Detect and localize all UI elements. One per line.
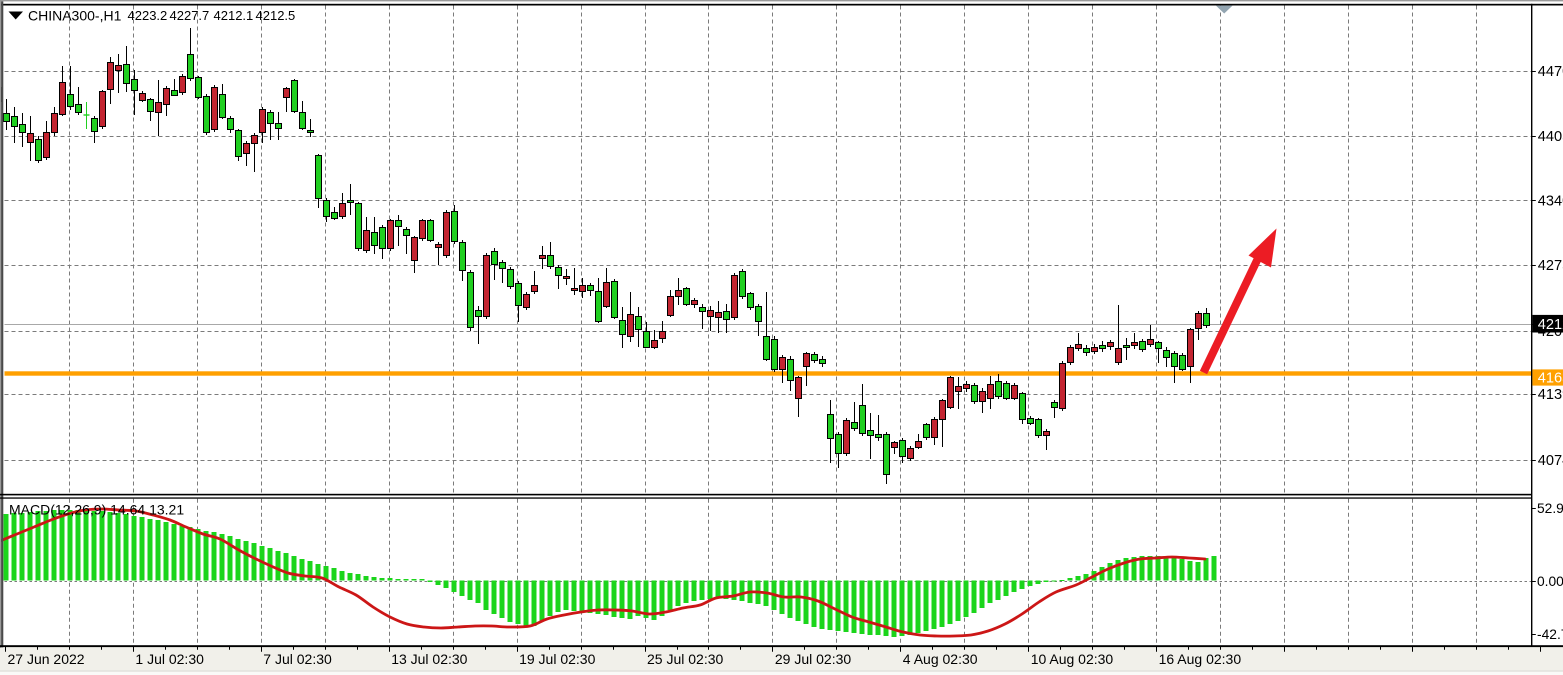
svg-text:4212.5: 4212.5	[256, 8, 296, 23]
svg-text:25 Jul 02:30: 25 Jul 02:30	[647, 651, 723, 667]
svg-text:4212.1: 4212.1	[214, 8, 254, 23]
svg-text:13 Jul 02:30: 13 Jul 02:30	[391, 651, 467, 667]
svg-text:52.9: 52.9	[1537, 501, 1563, 516]
svg-text:27 Jun 2022: 27 Jun 2022	[8, 651, 85, 667]
svg-text:4163.0: 4163.0	[1538, 371, 1563, 387]
svg-text:MACD(12,26,9) 14.64 13.21: MACD(12,26,9) 14.64 13.21	[9, 502, 184, 518]
svg-text:29 Jul 02:30: 29 Jul 02:30	[775, 651, 851, 667]
svg-text:4405.0: 4405.0	[1538, 129, 1563, 145]
svg-text:4470.0: 4470.0	[1538, 64, 1563, 80]
svg-text:4227.7: 4227.7	[170, 8, 210, 23]
svg-text:CHINA300-,H1: CHINA300-,H1	[28, 8, 122, 24]
svg-text:4223.2: 4223.2	[128, 8, 168, 23]
svg-text:19 Jul 02:30: 19 Jul 02:30	[519, 651, 595, 667]
svg-text:16 Aug 02:30: 16 Aug 02:30	[1159, 651, 1242, 667]
svg-text:0.00: 0.00	[1537, 574, 1563, 589]
svg-text:-42.7: -42.7	[1537, 627, 1563, 642]
svg-text:4 Aug 02:30: 4 Aug 02:30	[903, 651, 978, 667]
svg-text:7 Jul 02:30: 7 Jul 02:30	[263, 651, 332, 667]
svg-text:10 Aug 02:30: 10 Aug 02:30	[1031, 651, 1114, 667]
svg-text:4212.5: 4212.5	[1538, 317, 1563, 333]
svg-text:4340.0: 4340.0	[1538, 194, 1563, 210]
svg-text:4275.0: 4275.0	[1538, 258, 1563, 274]
svg-text:4139.9: 4139.9	[1538, 387, 1563, 403]
svg-text:4074.8: 4074.8	[1538, 453, 1563, 469]
svg-text:1 Jul 02:30: 1 Jul 02:30	[135, 651, 204, 667]
